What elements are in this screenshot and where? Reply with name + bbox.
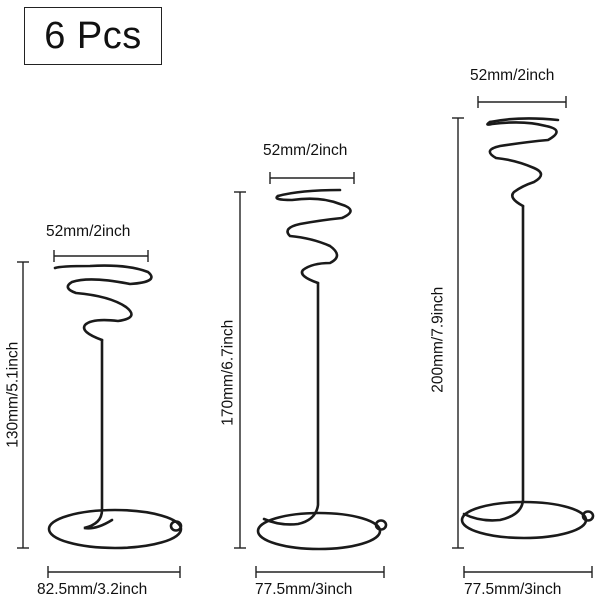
spiral-holder-short (47, 264, 183, 550)
top-width-label-tall: 52mm/2inch (470, 67, 555, 84)
base-width-label-medium: 77.5mm/3inch (255, 581, 353, 598)
quantity-badge: 6 Pcs (24, 7, 162, 65)
spiral-holder-tall (460, 117, 595, 540)
base-width-label-short: 82.5mm/3.2inch (37, 581, 148, 598)
top-width-label-medium: 52mm/2inch (263, 142, 348, 159)
dimension-lines (17, 96, 593, 578)
quantity-label: 6 Pcs (44, 14, 142, 57)
height-label-tall: 200mm/7.9inch (429, 286, 447, 393)
base-width-label-tall: 77.5mm/3inch (464, 581, 562, 598)
top-width-label-short: 52mm/2inch (46, 223, 131, 240)
spiral-holder-medium (256, 188, 388, 551)
height-label-medium: 170mm/6.7inch (219, 319, 237, 426)
height-label-short: 130mm/5.1inch (4, 341, 22, 448)
